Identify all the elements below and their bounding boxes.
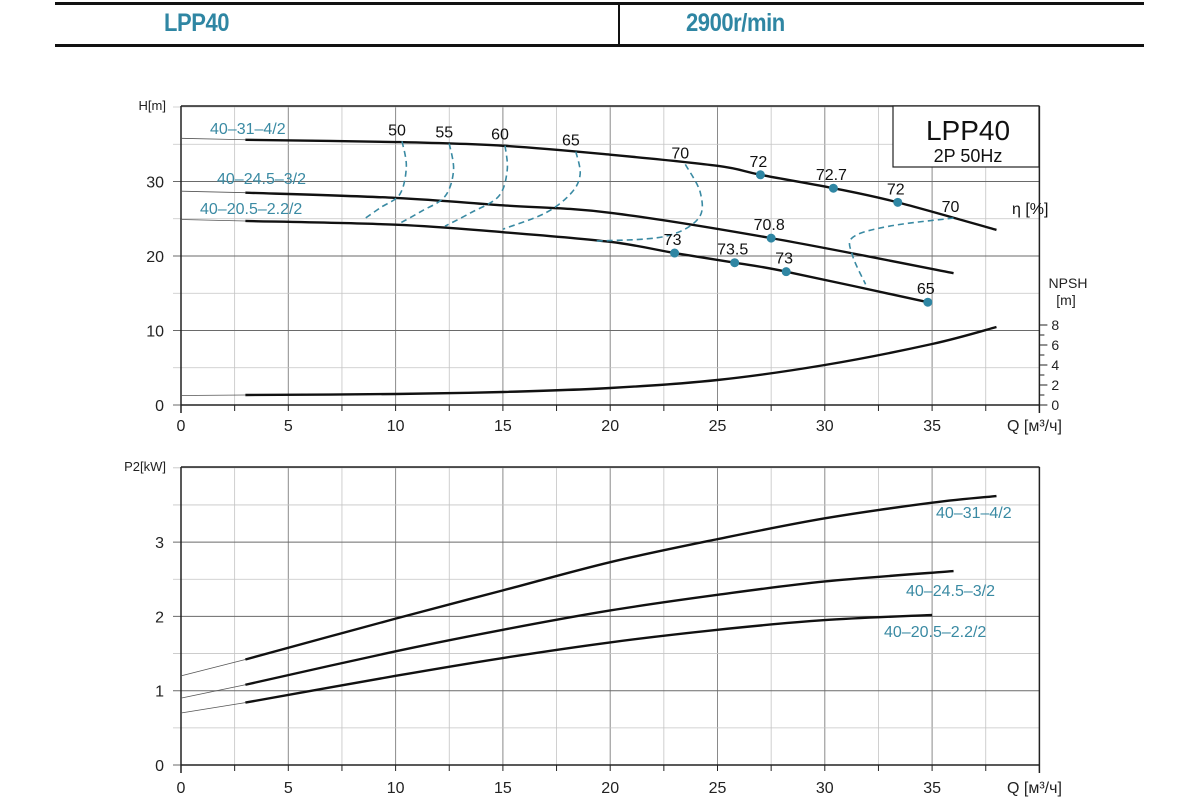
efficiency-isoline-label: 70 <box>942 199 960 216</box>
power-series-label: 40–24.5–3/2 <box>906 583 995 600</box>
hq-curve <box>245 219 929 304</box>
efficiency-point <box>755 170 765 180</box>
efficiency-point-label: 72 <box>887 181 905 198</box>
efficiency-point <box>893 197 903 207</box>
x-tick-label-p: 25 <box>709 780 727 797</box>
hq-series-label: 40–24.5–3/2 <box>217 171 306 188</box>
model-box <box>892 105 1040 168</box>
x-tick-label-h: 15 <box>494 418 512 435</box>
hq-series-label: 40–20.5–2.2/2 <box>200 201 302 218</box>
efficiency-point-label: 73.5 <box>717 242 748 259</box>
efficiency-isoline-label: 50 <box>388 122 406 139</box>
efficiency-axis-label: η [%] <box>1012 201 1048 218</box>
efficiency-isoline <box>595 163 704 242</box>
efficiency-point-label: 70.8 <box>754 217 785 234</box>
model-box-title: LPP40 <box>926 115 1010 146</box>
x-tick-label-h: 25 <box>709 418 727 435</box>
x-axis-title-p: Q [м³/ч] <box>1007 780 1062 797</box>
efficiency-point <box>923 297 933 307</box>
x-tick-label-p: 5 <box>284 780 293 797</box>
npsh-tick-label: 4 <box>1051 357 1059 373</box>
header-model: LPP40 <box>164 9 230 37</box>
efficiency-point <box>730 258 740 268</box>
y-tick-label-h: 30 <box>146 175 164 192</box>
power-series-label: 40–31–4/2 <box>936 505 1012 522</box>
header-top-rule <box>55 2 1144 5</box>
model-box-spec: 2P 50Hz <box>934 146 1003 166</box>
efficiency-isoline-label: 70 <box>671 145 689 162</box>
y-tick-label-h: 0 <box>155 398 164 415</box>
x-tick-label-p: 10 <box>387 780 405 797</box>
y-axis-title-h: H[m] <box>139 98 166 113</box>
x-tick-label-h: 10 <box>387 418 405 435</box>
hq-curve-extrapolation <box>180 219 246 222</box>
efficiency-isoline <box>502 151 582 230</box>
x-tick-label-h: 0 <box>177 418 186 435</box>
efficiency-point-label: 65 <box>917 281 935 298</box>
npsh-axis-title: NPSH <box>1049 275 1088 291</box>
efficiency-point <box>766 233 776 243</box>
power-curve <box>245 613 933 704</box>
y-tick-label-p: 3 <box>155 535 164 552</box>
efficiency-isoline-label: 65 <box>562 133 580 150</box>
x-tick-label-h: 30 <box>816 418 834 435</box>
npsh-tick-label: 2 <box>1051 377 1059 393</box>
power-series-label: 40–20.5–2.2/2 <box>884 624 986 641</box>
y-tick-label-p: 1 <box>155 684 164 701</box>
npsh-curve-extrapolation <box>180 394 246 396</box>
x-axis-title-h: Q [м³/ч] <box>1007 418 1062 435</box>
hq-curve <box>245 191 954 275</box>
efficiency-isoline-label: 60 <box>491 127 509 144</box>
x-tick-label-p: 30 <box>816 780 834 797</box>
hq-curve-extrapolation <box>180 137 246 141</box>
npsh-axis-unit: [m] <box>1056 292 1075 308</box>
efficiency-point-label: 72.7 <box>816 167 847 184</box>
y-axis-title-p: P2[kW] <box>124 459 166 474</box>
y-tick-label-h: 10 <box>146 324 164 341</box>
power-curve-extrapolation <box>180 702 246 714</box>
npsh-curve <box>245 325 997 397</box>
x-tick-label-h: 20 <box>601 418 619 435</box>
power-curve <box>245 569 954 686</box>
npsh-tick-label: 0 <box>1051 397 1059 413</box>
efficiency-isoline <box>365 141 408 219</box>
header-bottom-rule <box>55 44 1144 47</box>
x-tick-label-h: 35 <box>923 418 941 435</box>
header-bar: LPP40 2900r/min <box>0 0 1200 50</box>
hq-curve <box>245 138 997 232</box>
x-tick-label-p: 35 <box>923 780 941 797</box>
y-tick-label-p: 2 <box>155 609 164 626</box>
header-divider <box>618 4 620 45</box>
hq-curve-extrapolation <box>180 190 246 194</box>
efficiency-isoline <box>399 143 455 224</box>
efficiency-isoline-label: 55 <box>435 125 453 142</box>
npsh-tick-label: 8 <box>1051 317 1059 333</box>
x-tick-label-p: 15 <box>494 780 512 797</box>
efficiency-point-label: 73 <box>664 232 682 249</box>
power-curve-extrapolation <box>180 684 246 699</box>
y-tick-label-h: 20 <box>146 249 164 266</box>
efficiency-isoline <box>848 217 954 285</box>
y-tick-label-p: 0 <box>155 758 164 775</box>
x-tick-label-h: 5 <box>284 418 293 435</box>
x-tick-label-p: 20 <box>601 780 619 797</box>
hq-series-label: 40–31–4/2 <box>210 121 286 138</box>
efficiency-point <box>828 183 838 193</box>
efficiency-isoline <box>444 145 509 227</box>
efficiency-point-label: 72 <box>750 154 768 171</box>
x-tick-label-p: 0 <box>177 780 186 797</box>
power-curve-extrapolation <box>180 659 246 677</box>
npsh-tick-label: 6 <box>1051 337 1059 353</box>
efficiency-point <box>781 267 791 277</box>
efficiency-point <box>670 248 680 258</box>
power-curve <box>245 494 997 661</box>
header-speed: 2900r/min <box>686 9 785 37</box>
efficiency-point-label: 73 <box>775 251 793 268</box>
